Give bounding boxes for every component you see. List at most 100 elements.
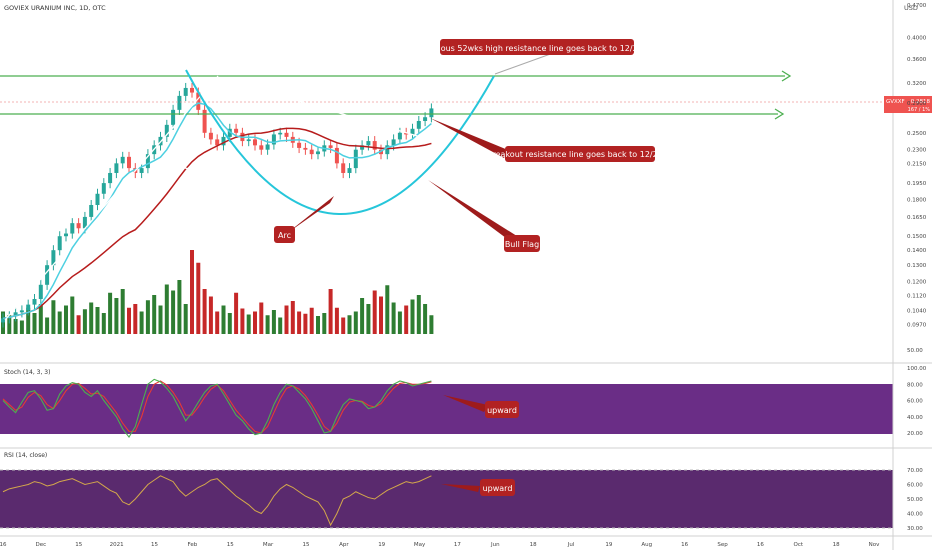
callout-resistance-box	[440, 39, 634, 55]
candle-body	[366, 141, 371, 146]
candle-body	[1, 318, 5, 323]
callout-pointer-breakout	[430, 118, 508, 158]
candle-body	[208, 132, 213, 140]
callout-resistance-text: Previous 52wks high resistance line goes…	[421, 44, 653, 53]
resistance-52wk-arrowhead	[781, 70, 792, 82]
time-tick-label: 19	[605, 542, 612, 548]
volume-bar	[366, 304, 371, 334]
volume-bar	[328, 289, 333, 334]
volume-bar	[7, 315, 12, 334]
candle-body	[253, 139, 257, 146]
callout-pointer-rsi	[441, 484, 480, 492]
price-tick-label: 0.1300	[907, 263, 927, 269]
callout-pointer-arc	[286, 196, 334, 234]
time-tick-label: Mar	[263, 542, 274, 548]
price-tick-label: 0.2900	[907, 101, 927, 107]
volume-bar	[13, 319, 18, 334]
candle-body	[139, 168, 144, 173]
time-tick-label: Jun	[490, 542, 500, 548]
price-tick-label: 0.0970	[907, 322, 927, 328]
candle-body	[95, 193, 100, 206]
candle-body	[397, 132, 402, 140]
volume-bar	[372, 290, 377, 334]
time-tick-label: 18	[530, 542, 537, 548]
candle-body	[429, 108, 434, 118]
stoch-band	[0, 384, 893, 434]
price-tick-label: 0.3600	[907, 57, 927, 63]
candle-body	[190, 87, 194, 93]
callout-breakout-text: Breakout resistance line goes back to 12…	[487, 150, 673, 159]
volume-bar	[202, 289, 207, 334]
price-badge-ticker: GVXXF	[886, 99, 905, 105]
volume-bar	[353, 311, 358, 334]
time-tick-label: 16	[757, 542, 764, 548]
volume-bar	[177, 280, 182, 334]
callout-rsi-box	[480, 479, 515, 496]
callout-stoch-text: upward	[487, 406, 517, 415]
volume-bar	[429, 315, 434, 334]
time-tick-label: Feb	[187, 542, 197, 548]
candle-body	[404, 132, 409, 135]
volume-bar	[82, 309, 87, 334]
candle-body	[76, 223, 81, 229]
rsi-series-line	[2, 475, 432, 527]
bull-flag-upper-line[interactable]	[219, 77, 483, 156]
candle-body	[70, 223, 75, 234]
volume-bar	[234, 292, 239, 334]
volume-tick-label: 50.00	[907, 348, 923, 354]
volume-bar	[416, 295, 421, 334]
price-badge-price: 0.2818	[911, 99, 931, 105]
volume-bar	[391, 302, 396, 334]
flagpole-line[interactable]	[4, 75, 219, 321]
candle-body	[328, 145, 333, 148]
volume-bar	[76, 315, 81, 334]
candle-body	[297, 142, 302, 148]
arc-curve[interactable]	[185, 69, 495, 215]
price-tick-label: 0.1650	[907, 215, 927, 221]
price-tick-label: 0.3200	[907, 81, 927, 87]
candle-body	[271, 134, 276, 145]
stoch-tick-label: 60.00	[907, 399, 923, 405]
rsi-tick-label: 60.00	[907, 483, 923, 489]
volume-bar	[309, 307, 314, 334]
time-tick-label: 2021	[110, 542, 124, 548]
volume-bar	[32, 313, 37, 334]
candle-body	[215, 139, 220, 146]
volume-bar	[139, 311, 144, 334]
volume-bar	[26, 307, 31, 334]
callout-pointer-bullflag	[428, 180, 520, 244]
candle-body	[108, 172, 113, 184]
stoch-tick-label: 40.00	[907, 415, 923, 421]
chart-title: GOVIEX URANIUM INC, 1D, OTC	[4, 4, 106, 12]
rsi-tick-label: 40.00	[907, 512, 923, 518]
volume-bar	[120, 289, 125, 334]
candle-body	[284, 132, 289, 137]
axes: 0.4700 0.4000 0.3600 0.3200 0.2900 0.2500 0.23…	[0, 3, 927, 548]
candlesticks	[1, 82, 434, 328]
breakout-resistance-arrowhead	[774, 108, 785, 120]
callout-breakout-box	[505, 146, 655, 162]
callout-arc-box	[274, 226, 295, 243]
volume-bar	[196, 262, 201, 334]
volume-bar	[95, 307, 100, 334]
price-badge-sub: 167 / 1%	[908, 107, 931, 113]
time-tick-label: Sep	[717, 542, 728, 548]
candle-body	[64, 233, 68, 237]
volume-bar	[89, 302, 94, 334]
callout-rsi-text: upward	[483, 484, 513, 493]
time-tick-label: Jul	[567, 542, 575, 548]
candle-body	[360, 145, 365, 150]
price-tick-label: 0.2300	[907, 148, 927, 154]
volume-bar	[164, 284, 169, 334]
candle-body	[416, 121, 421, 129]
candle-body	[221, 136, 226, 146]
bull-flag-lower-line[interactable]	[184, 167, 413, 219]
ma-fast-line	[2, 102, 432, 320]
candle-body	[391, 139, 396, 146]
volume-bar	[360, 298, 365, 334]
callout-arc-text: Arc	[278, 231, 291, 240]
volume-bar	[208, 296, 213, 334]
time-tick-label: 19	[378, 542, 385, 548]
candle-body	[51, 250, 56, 266]
